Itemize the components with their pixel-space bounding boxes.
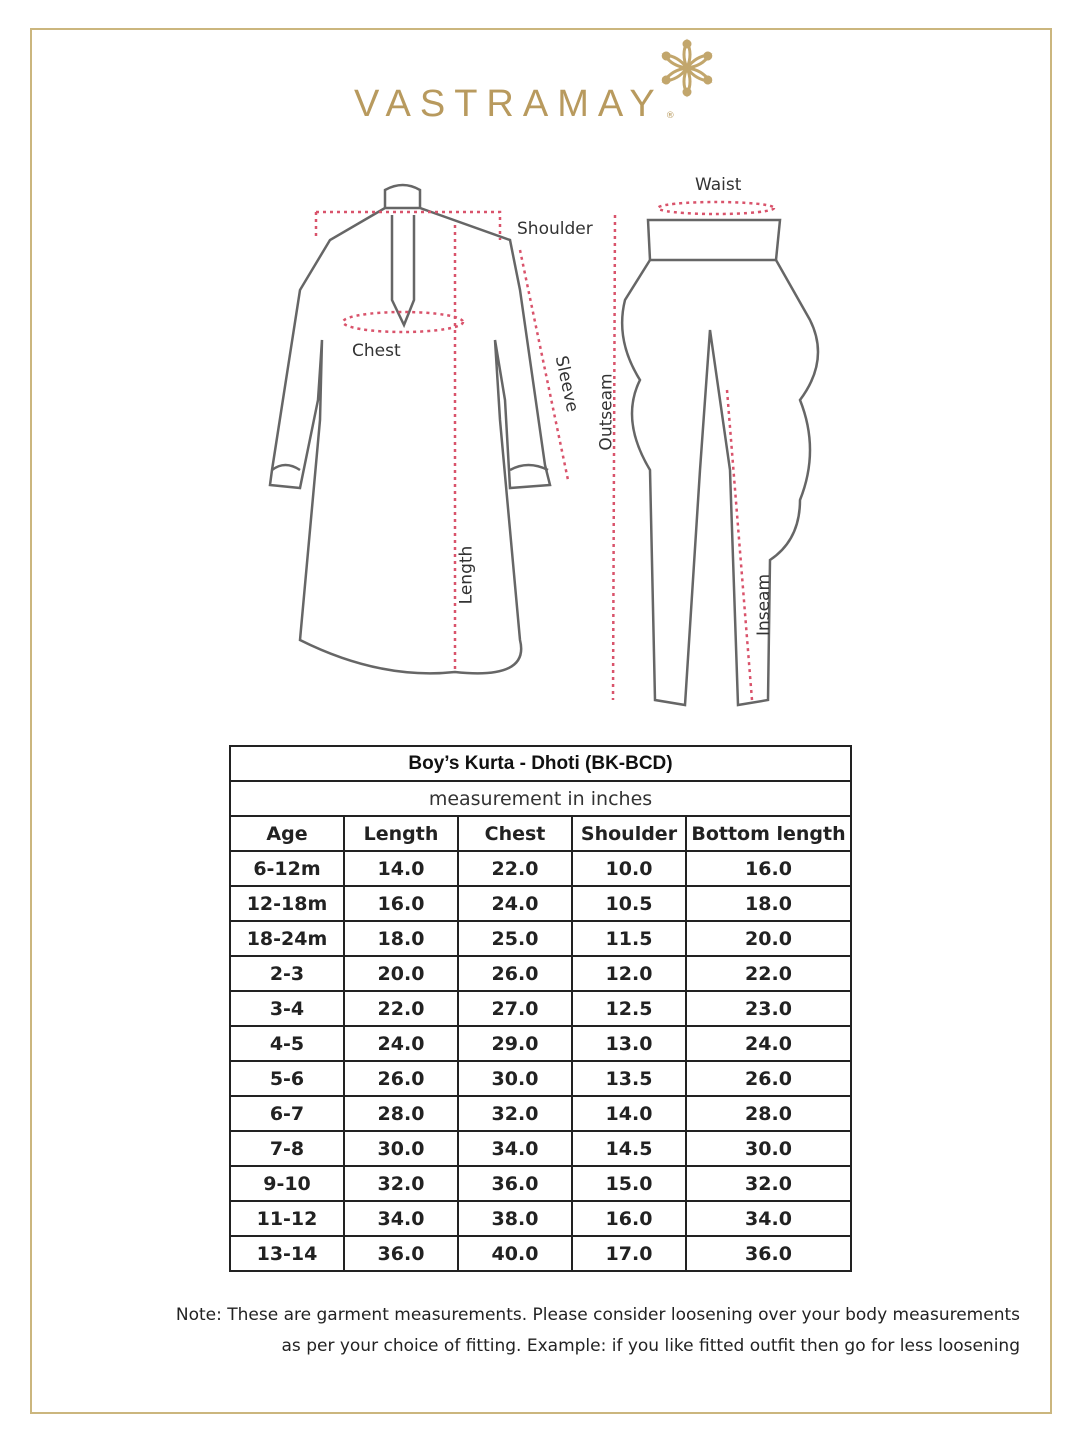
table-cell: 3-4 — [229, 990, 345, 1027]
registered-mark: ® — [665, 111, 675, 121]
table-cell: 12.5 — [571, 990, 687, 1027]
table-cell: 16.0 — [685, 850, 852, 887]
table-row: 11-12 34.0 38.0 16.0 34.0 — [229, 1200, 852, 1237]
table-cell: 38.0 — [457, 1200, 573, 1237]
table-row: 3-4 22.0 27.0 12.5 23.0 — [229, 990, 852, 1027]
table-row: 7-8 30.0 34.0 14.5 30.0 — [229, 1130, 852, 1167]
table-cell: 34.0 — [343, 1200, 459, 1237]
table-cell: 24.0 — [343, 1025, 459, 1062]
label-chest: Chest — [352, 341, 401, 361]
table-row: 9-10 32.0 36.0 15.0 32.0 — [229, 1165, 852, 1202]
kurta-outline — [268, 183, 552, 675]
header-shoulder: Shoulder — [571, 815, 687, 852]
table-cell: 20.0 — [685, 920, 852, 957]
table-row: 5-6 26.0 30.0 13.5 26.0 — [229, 1060, 852, 1097]
table-row: 6-12m 14.0 22.0 10.0 16.0 — [229, 850, 852, 887]
header-age: Age — [229, 815, 345, 852]
table-cell: 15.0 — [571, 1165, 687, 1202]
table-cell: 4-5 — [229, 1025, 345, 1062]
table-cell: 10.0 — [571, 850, 687, 887]
table-cell: 12.0 — [571, 955, 687, 992]
note-line-2: as per your choice of fitting. Example: … — [281, 1336, 1020, 1356]
table-cell: 30.0 — [343, 1130, 459, 1167]
brand-emblem-icon — [660, 38, 714, 97]
table-cell: 28.0 — [343, 1095, 459, 1132]
table-cell: 36.0 — [343, 1235, 459, 1272]
dhoti-outline — [620, 218, 820, 707]
table-cell: 11-12 — [229, 1200, 345, 1237]
table-cell: 16.0 — [343, 885, 459, 922]
measure-lines — [314, 200, 776, 701]
table-cell: 12-18m — [229, 885, 345, 922]
table-cell: 30.0 — [457, 1060, 573, 1097]
label-inseam: Inseam — [754, 573, 775, 637]
header-bottom-length: Bottom length — [685, 815, 852, 852]
table-cell: 34.0 — [457, 1130, 573, 1167]
brand-logo: VASTRAMAY — [354, 83, 664, 125]
table-cell: 14.5 — [571, 1130, 687, 1167]
table-row: 2-3 20.0 26.0 12.0 22.0 — [229, 955, 852, 992]
table-cell: 5-6 — [229, 1060, 345, 1097]
table-cell: 32.0 — [685, 1165, 852, 1202]
table-cell: 36.0 — [685, 1235, 852, 1272]
table-row: 4-5 24.0 29.0 13.0 24.0 — [229, 1025, 852, 1062]
table-cell: 26.0 — [343, 1060, 459, 1097]
table-row: 13-14 36.0 40.0 17.0 36.0 — [229, 1235, 852, 1272]
page-border — [30, 28, 1052, 1414]
label-length: Length — [456, 545, 477, 605]
table-cell: 14.0 — [571, 1095, 687, 1132]
table-cell: 22.0 — [457, 850, 573, 887]
table-cell: 26.0 — [685, 1060, 852, 1097]
table-header-row: Age Length Chest Shoulder Bottom length — [229, 815, 852, 852]
table-cell: 34.0 — [685, 1200, 852, 1237]
table-cell: 9-10 — [229, 1165, 345, 1202]
table-cell: 14.0 — [343, 850, 459, 887]
note-line-1: Note: These are garment measurements. Pl… — [175, 1305, 1020, 1325]
table-cell: 17.0 — [571, 1235, 687, 1272]
table-subtitle: measurement in inches — [229, 780, 852, 817]
table-cell: 10.5 — [571, 885, 687, 922]
label-waist: Waist — [695, 175, 742, 195]
table-cell: 36.0 — [457, 1165, 573, 1202]
table-cell: 40.0 — [457, 1235, 573, 1272]
header-length: Length — [343, 815, 459, 852]
table-cell: 25.0 — [457, 920, 573, 957]
table-cell: 18.0 — [685, 885, 852, 922]
table-row: 12-18m 16.0 24.0 10.5 18.0 — [229, 885, 852, 922]
table-cell: 18.0 — [343, 920, 459, 957]
table-cell: 29.0 — [457, 1025, 573, 1062]
label-outseam: Outseam — [596, 373, 617, 451]
note-text: Note: These are garment measurements. Pl… — [30, 1300, 1020, 1362]
table-cell: 32.0 — [457, 1095, 573, 1132]
table-cell: 28.0 — [685, 1095, 852, 1132]
table-cell: 27.0 — [457, 990, 573, 1027]
table-cell: 23.0 — [685, 990, 852, 1027]
table-cell: 24.0 — [685, 1025, 852, 1062]
table-cell: 32.0 — [343, 1165, 459, 1202]
garment-diagram — [268, 183, 820, 707]
table-row: 6-7 28.0 32.0 14.0 28.0 — [229, 1095, 852, 1132]
size-chart-table: Boy’s Kurta - Dhoti (BK-BCD) measurement… — [229, 745, 852, 1272]
table-title: Boy’s Kurta - Dhoti (BK-BCD) — [229, 745, 852, 782]
table-cell: 26.0 — [457, 955, 573, 992]
table-row: 18-24m 18.0 25.0 11.5 20.0 — [229, 920, 852, 957]
table-cell: 13.0 — [571, 1025, 687, 1062]
table-cell: 6-12m — [229, 850, 345, 887]
header-chest: Chest — [457, 815, 573, 852]
table-cell: 13-14 — [229, 1235, 345, 1272]
table-cell: 16.0 — [571, 1200, 687, 1237]
table-cell: 22.0 — [343, 990, 459, 1027]
table-cell: 13.5 — [571, 1060, 687, 1097]
table-cell: 11.5 — [571, 920, 687, 957]
table-cell: 20.0 — [343, 955, 459, 992]
table-cell: 24.0 — [457, 885, 573, 922]
table-cell: 2-3 — [229, 955, 345, 992]
table-cell: 22.0 — [685, 955, 852, 992]
brand-header: VASTRAMAY ® — [354, 82, 675, 126]
table-cell: 6-7 — [229, 1095, 345, 1132]
table-cell: 18-24m — [229, 920, 345, 957]
table-cell: 30.0 — [685, 1130, 852, 1167]
label-shoulder: Shoulder — [517, 219, 593, 239]
table-cell: 7-8 — [229, 1130, 345, 1167]
